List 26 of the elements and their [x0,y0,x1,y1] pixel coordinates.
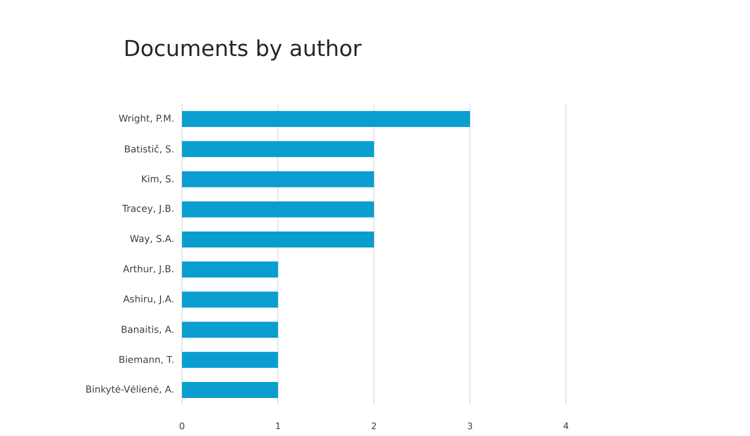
x-tick-label: 3 [468,422,472,430]
bar [182,352,278,368]
bar [182,231,374,248]
y-tick-label: Banaitis, A. [122,326,174,334]
bar [182,322,278,338]
bar [182,262,278,278]
y-tick-label: Tracey, J.B. [122,204,174,214]
y-tick-label: Ashiru, J.A. [123,295,174,304]
y-tick-label: Wright, P.M. [118,114,174,124]
bar [182,111,470,128]
chart-title: Documents by author [126,39,362,61]
y-tick-label: Binkytė-Vėlienė, A. [86,385,174,395]
y-tick-label: Kim, S. [142,175,174,184]
y-tick-label: Batistič, S. [125,144,174,154]
x-tick-label: 0 [180,422,184,430]
bar [182,382,278,398]
y-tick-label: Way, S.A. [130,234,174,244]
y-tick-label: Arthur, J.B. [123,265,174,274]
bar [182,171,374,188]
x-tick-label: 2 [372,422,376,430]
y-tick-label: Biemann, T. [120,356,174,364]
bar [182,201,374,218]
x-tick-label: 4 [564,422,568,430]
bar [182,292,278,308]
x-tick-label: 1 [276,422,280,430]
bar [182,141,374,158]
